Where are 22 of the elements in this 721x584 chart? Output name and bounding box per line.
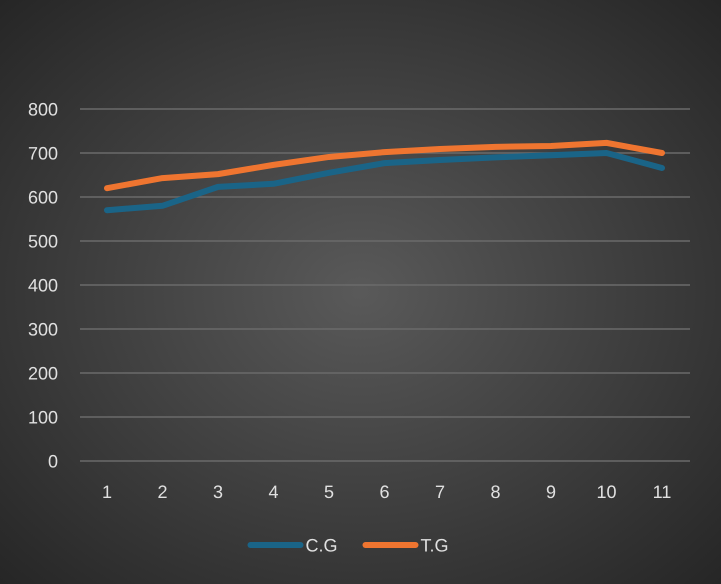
legend-label: T.G (420, 535, 449, 556)
y-tick-label: 100 (28, 407, 58, 428)
legend-label: C.G (306, 535, 338, 556)
x-tick-label: 1 (102, 482, 112, 502)
x-tick-label: 10 (596, 482, 617, 502)
y-tick-label: 500 (28, 231, 58, 252)
x-tick-label: 4 (268, 482, 279, 502)
x-tick-label: 6 (379, 482, 390, 502)
x-tick-label: 8 (490, 482, 501, 502)
y-tick-label: 800 (28, 99, 58, 120)
x-tick-label: 9 (546, 482, 556, 502)
x-tick-label: 11 (652, 482, 672, 502)
x-tick-label: 7 (434, 482, 446, 502)
y-tick-label: 400 (28, 275, 58, 296)
y-tick-label: 300 (28, 319, 58, 340)
y-tick-label: 200 (28, 363, 58, 384)
y-tick-label: 600 (28, 187, 58, 208)
y-tick-label: 700 (28, 143, 58, 164)
x-tick-label: 2 (157, 482, 168, 502)
y-tick-label: 0 (48, 451, 58, 472)
x-tick-label: 5 (324, 482, 334, 502)
x-tick-label: 3 (212, 482, 224, 502)
